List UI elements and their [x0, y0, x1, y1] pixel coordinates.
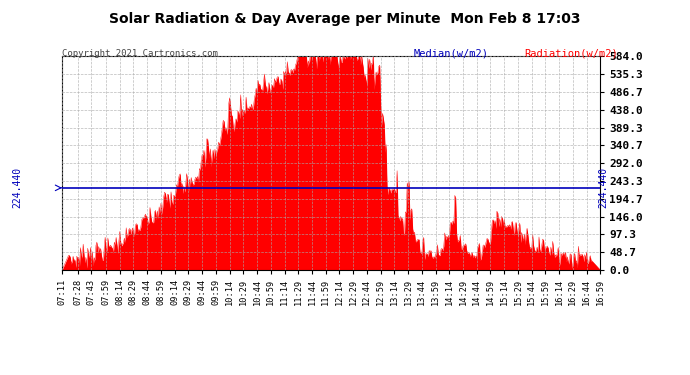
Text: Copyright 2021 Cartronics.com: Copyright 2021 Cartronics.com	[62, 49, 218, 58]
Text: Solar Radiation & Day Average per Minute  Mon Feb 8 17:03: Solar Radiation & Day Average per Minute…	[109, 12, 581, 26]
Text: Median(w/m2): Median(w/m2)	[414, 49, 489, 59]
Text: Radiation(w/m2): Radiation(w/m2)	[524, 49, 618, 59]
Text: 224.440: 224.440	[12, 167, 22, 208]
Text: 224.440: 224.440	[599, 167, 609, 208]
